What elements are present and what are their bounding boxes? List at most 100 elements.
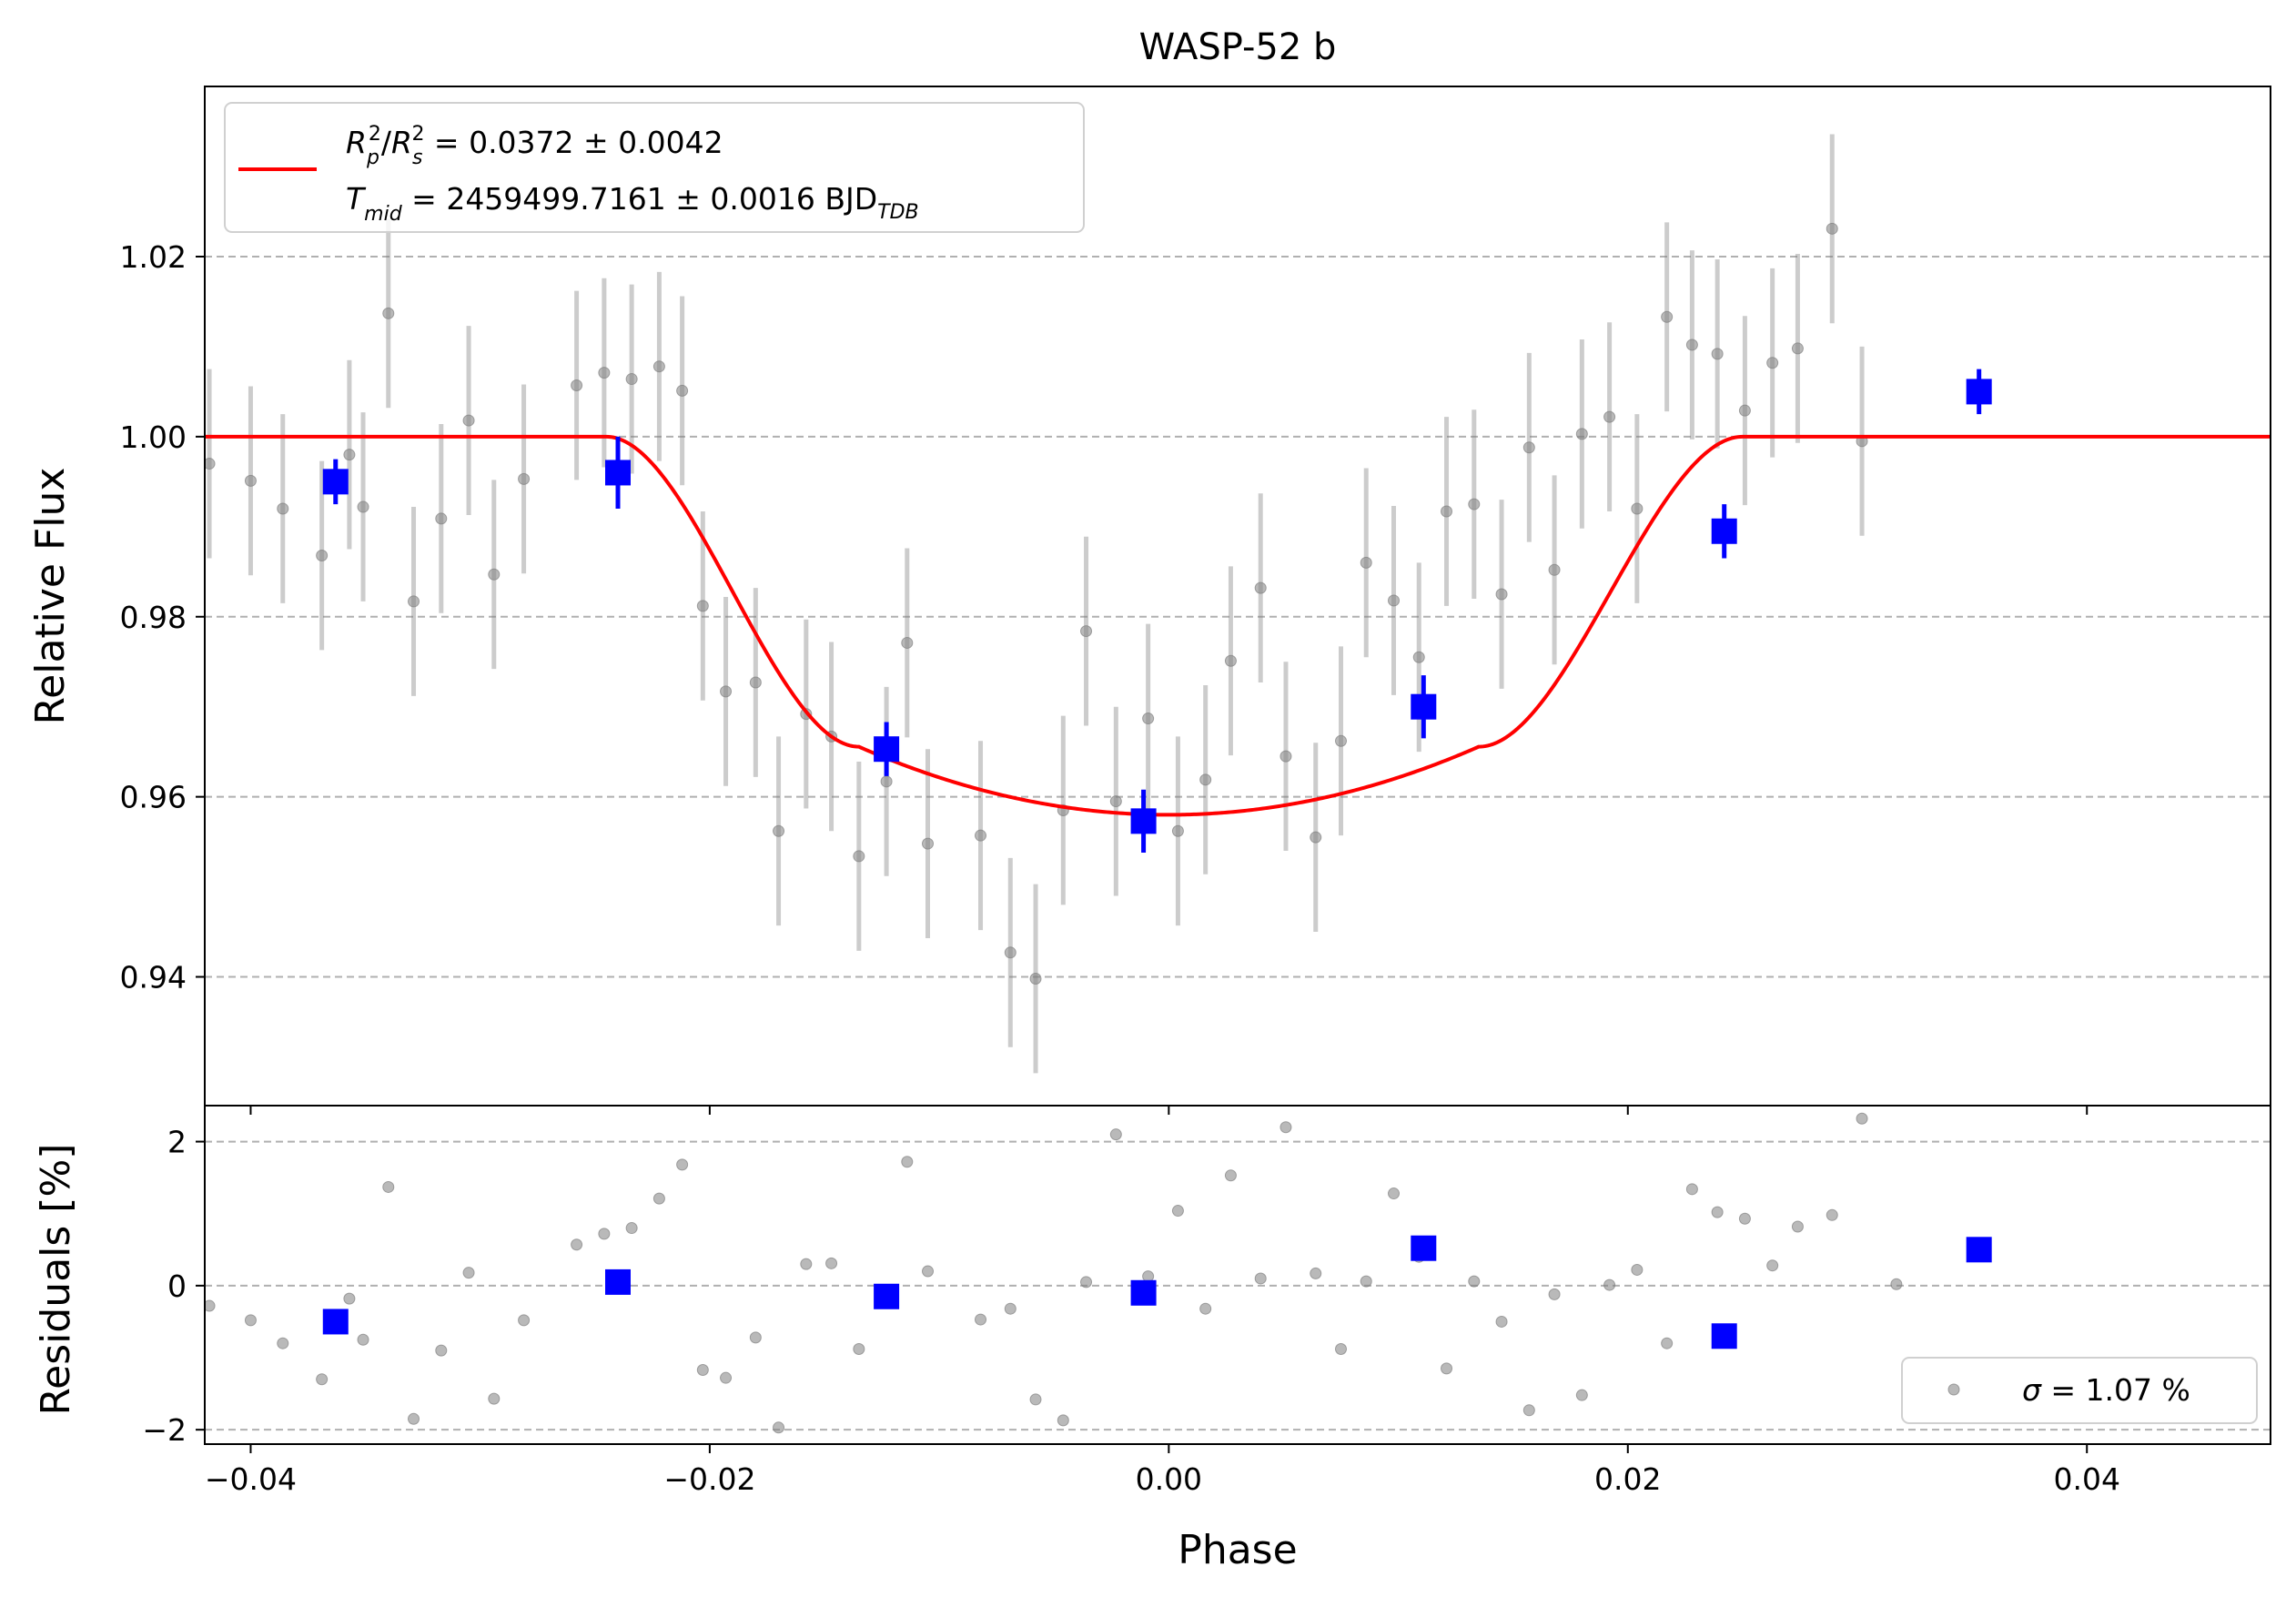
raw-data-point (357, 500, 369, 513)
main-ylabel: Relative Flux (27, 468, 74, 725)
residual-raw-point (1142, 1270, 1155, 1283)
raw-data-point (720, 685, 733, 698)
raw-data-point (1738, 404, 1751, 417)
legend-rp-sup: 2 (369, 123, 381, 146)
raw-data-point (853, 850, 865, 863)
xtick-label: −0.02 (663, 1461, 755, 1497)
residual-raw-point (1171, 1205, 1184, 1218)
residual-raw-point (408, 1412, 420, 1425)
residual-raw-point (1254, 1272, 1267, 1285)
main-plot-area (205, 134, 2271, 1074)
residual-raw-point (696, 1363, 709, 1376)
legend-rs-symbol: R (391, 125, 412, 160)
residual-raw-point (1199, 1302, 1212, 1315)
raw-data-point (652, 360, 665, 373)
raw-data-point (1199, 773, 1212, 786)
raw-data-point (277, 502, 289, 515)
raw-data-point (1711, 348, 1724, 360)
residuals-plot-area (205, 1112, 1992, 1434)
residual-raw-point (244, 1314, 257, 1327)
raw-data-point (1791, 342, 1804, 355)
residual-raw-point (1766, 1259, 1779, 1272)
residual-raw-point (488, 1392, 501, 1405)
raw-data-point (1685, 339, 1698, 351)
main-raw-points (205, 134, 1868, 1074)
residual-raw-point (435, 1344, 448, 1357)
legend-entry-radius-ratio: Rp2/Rs2 = 0.0372 ± 0.0042 (346, 123, 723, 169)
residual-raw-point (1856, 1112, 1868, 1125)
residual-raw-point (1575, 1389, 1588, 1401)
x-axis-label: Phase (1178, 1527, 1297, 1573)
main-binned-points (322, 369, 1992, 853)
residual-raw-point (1360, 1275, 1372, 1288)
raw-data-point (1826, 222, 1838, 235)
binned-data-point (1966, 379, 1992, 405)
residuals-gridlines (205, 1140, 2271, 1431)
legend-t-sub: mid (364, 203, 403, 226)
raw-data-point (382, 307, 395, 319)
residual-raw-point (1826, 1208, 1838, 1221)
residuals-ytick-label: 2 (167, 1125, 187, 1160)
raw-data-point (975, 829, 987, 842)
residual-raw-point (382, 1180, 395, 1193)
residual-raw-point (1791, 1220, 1804, 1233)
raw-data-point (1360, 556, 1372, 569)
raw-data-point (625, 373, 638, 386)
residuals-axes-frame (204, 1105, 2271, 1445)
residual-raw-point (1631, 1263, 1644, 1276)
raw-data-point (1171, 824, 1184, 837)
residual-raw-point (749, 1331, 762, 1344)
xtick-label: 0.00 (1136, 1461, 1202, 1497)
legend-tdb-sub: TDB (877, 201, 918, 224)
residual-raw-point (1335, 1343, 1347, 1356)
residual-raw-point (1004, 1302, 1017, 1315)
raw-data-point (316, 549, 329, 561)
sigma-symbol: σ (2022, 1372, 2042, 1408)
raw-data-point (773, 824, 785, 837)
residual-binned-point (322, 1309, 349, 1335)
raw-data-point (1603, 410, 1616, 423)
residual-raw-point (1109, 1128, 1122, 1141)
residual-raw-point (1279, 1121, 1292, 1134)
residual-binned-point (1130, 1279, 1157, 1306)
raw-data-point (518, 472, 531, 485)
raw-data-point (1522, 441, 1535, 454)
residual-raw-point (1495, 1315, 1508, 1328)
residual-raw-point (1685, 1183, 1698, 1196)
main-ytick-label: 0.98 (120, 600, 187, 635)
residual-raw-point (800, 1258, 813, 1270)
residual-raw-point (205, 1299, 216, 1312)
binned-data-point (874, 736, 900, 763)
binned-data-point (1711, 518, 1737, 544)
raw-data-point (1029, 972, 1042, 985)
residual-raw-point (343, 1292, 356, 1305)
raw-data-point (488, 568, 501, 581)
residuals-legend-box (1901, 1357, 2258, 1424)
raw-data-point (901, 636, 914, 649)
residuals-ytick-label: −2 (142, 1412, 187, 1448)
raw-data-point (1335, 734, 1347, 747)
residual-raw-point (720, 1371, 733, 1384)
raw-data-point (435, 512, 448, 525)
residual-raw-point (1890, 1278, 1903, 1290)
raw-data-point (1388, 594, 1401, 607)
raw-data-point (205, 458, 216, 470)
residual-raw-point (1548, 1288, 1561, 1300)
raw-data-point (1631, 502, 1644, 515)
raw-data-point (696, 600, 709, 612)
raw-data-point (1142, 713, 1155, 725)
residual-raw-point (1711, 1206, 1724, 1218)
legend-rp-symbol: R (346, 125, 367, 160)
main-ytick-label: 1.00 (120, 419, 187, 455)
main-ytick-label: 0.96 (120, 780, 187, 815)
xtick-label: 0.04 (2053, 1461, 2119, 1497)
raw-data-point (244, 474, 257, 487)
raw-data-point (1279, 750, 1292, 763)
raw-data-point (676, 384, 689, 397)
residual-raw-point (825, 1257, 838, 1269)
residual-raw-point (462, 1267, 475, 1279)
raw-data-point (598, 367, 611, 379)
residual-raw-point (853, 1343, 865, 1356)
binned-data-point (322, 469, 349, 495)
